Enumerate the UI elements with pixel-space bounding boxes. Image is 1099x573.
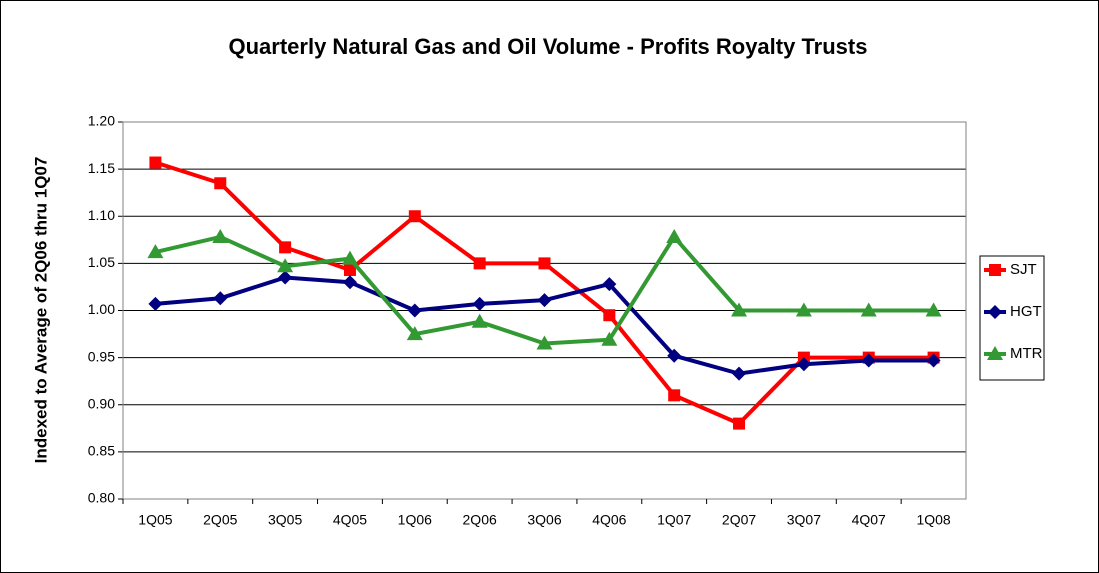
marker xyxy=(860,302,877,317)
marker xyxy=(926,353,941,368)
marker xyxy=(279,241,292,254)
x-tick-label: 4Q07 xyxy=(852,512,886,528)
x-tick-label: 1Q05 xyxy=(138,512,172,528)
x-tick-label: 1Q06 xyxy=(398,512,432,528)
plot-frame xyxy=(122,121,967,500)
marker xyxy=(667,348,682,363)
marker xyxy=(147,244,164,259)
x-tick-label: 1Q07 xyxy=(657,512,691,528)
marker xyxy=(212,228,229,243)
x-tick-label: 3Q05 xyxy=(268,512,302,528)
marker xyxy=(407,303,422,318)
marker xyxy=(925,302,942,317)
marker xyxy=(341,250,358,265)
marker xyxy=(536,335,553,350)
x-tick-label: 3Q06 xyxy=(527,512,561,528)
x-tick-label: 4Q05 xyxy=(333,512,367,528)
marker xyxy=(732,366,747,381)
marker xyxy=(796,357,811,372)
y-axis-label: Indexed to Average of 2Q06 thru 1Q07 xyxy=(31,157,50,464)
legend-label: HGT xyxy=(1010,303,1042,320)
marker xyxy=(989,264,1001,276)
chart-title: Quarterly Natural Gas and Oil Volume - P… xyxy=(229,34,868,59)
marker xyxy=(343,263,356,276)
marker xyxy=(861,353,876,368)
marker xyxy=(277,258,294,273)
marker xyxy=(408,210,421,223)
y-tick-label: 0.95 xyxy=(88,348,115,364)
marker xyxy=(148,296,163,311)
marker xyxy=(278,270,293,285)
marker xyxy=(213,291,228,306)
y-tick-label: 1.15 xyxy=(88,160,115,176)
marker xyxy=(214,177,227,190)
marker xyxy=(471,313,488,328)
legend-label: MTR xyxy=(1010,345,1043,362)
marker xyxy=(537,293,552,308)
marker xyxy=(731,302,748,317)
marker xyxy=(406,326,423,341)
y-tick-label: 0.90 xyxy=(88,395,115,411)
marker xyxy=(988,305,1002,319)
marker xyxy=(538,257,551,270)
marker xyxy=(473,257,486,270)
marker xyxy=(666,228,683,243)
y-tick-label: 1.05 xyxy=(88,254,115,270)
x-tick-label: 2Q07 xyxy=(722,512,756,528)
marker xyxy=(602,277,617,292)
marker xyxy=(987,346,1003,360)
marker xyxy=(668,389,681,402)
x-tick-label: 2Q05 xyxy=(203,512,237,528)
y-tick-label: 1.20 xyxy=(88,113,115,129)
marker xyxy=(472,296,487,311)
x-tick-label: 2Q06 xyxy=(463,512,497,528)
y-tick-label: 1.10 xyxy=(88,207,115,223)
y-tick-label: 1.00 xyxy=(88,301,115,317)
marker xyxy=(342,275,357,290)
x-tick-label: 4Q06 xyxy=(592,512,626,528)
marker xyxy=(601,331,618,346)
marker xyxy=(795,302,812,317)
marker xyxy=(733,417,746,430)
x-tick-label: 3Q07 xyxy=(787,512,821,528)
marker xyxy=(149,156,162,169)
marker xyxy=(603,309,616,322)
x-tick-label: 1Q08 xyxy=(916,512,950,528)
y-tick-label: 0.80 xyxy=(88,490,115,506)
y-tick-label: 0.85 xyxy=(88,443,115,459)
legend-label: SJT xyxy=(1010,261,1037,278)
